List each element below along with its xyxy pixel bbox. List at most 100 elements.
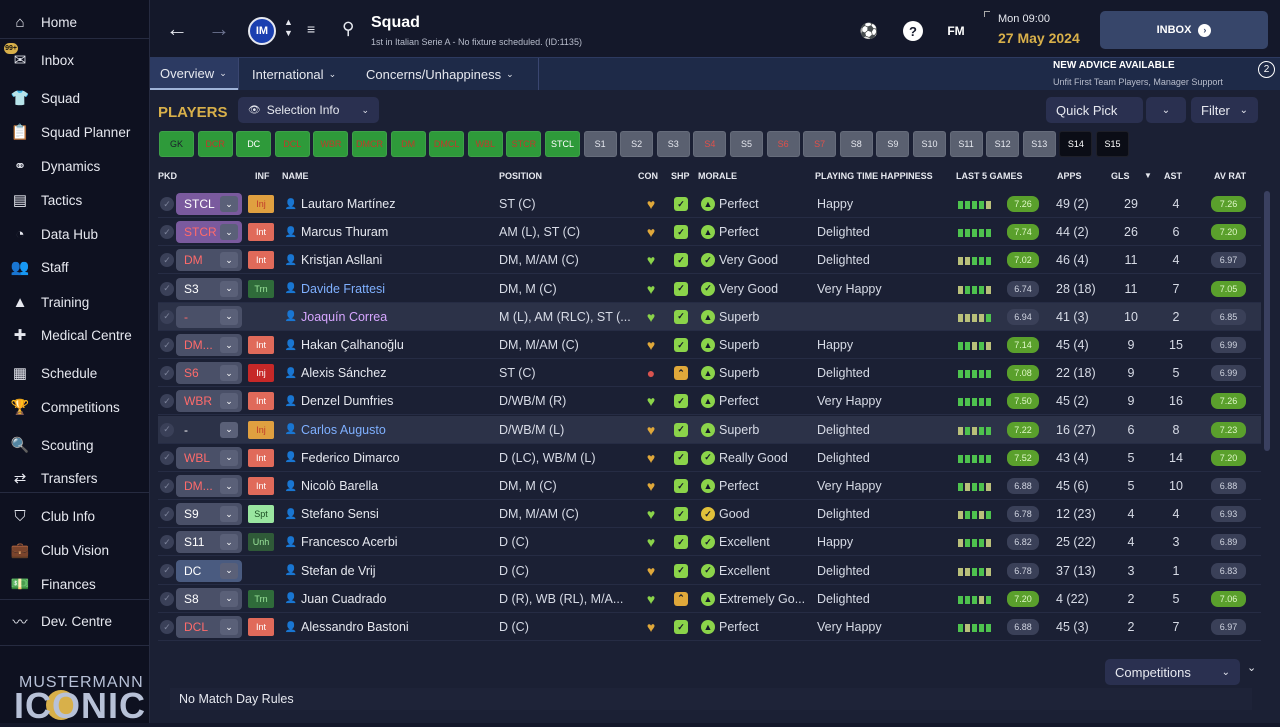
formation-slot-s15[interactable]: S15 [1096, 131, 1129, 157]
quick-pick-dropdown[interactable]: ⌄ [1146, 97, 1186, 123]
table-row[interactable]: ✓ S3 ⌄ Trn 👤 Davide Frattesi DM, M (C) ♥ ✓ ✓ Very … [158, 275, 1261, 303]
fm-logo[interactable]: FM [947, 24, 965, 38]
player-name[interactable]: Juan Cuadrado [301, 591, 387, 606]
table-row[interactable]: ✓ - ⌄ Inj 👤 Carlos Augusto D/WB/M (L) ♥ ✓ ▲ Superb… [158, 415, 1261, 444]
col-avrat[interactable]: AV RAT [1214, 171, 1247, 181]
col-gls[interactable]: GLS [1111, 171, 1130, 181]
table-row[interactable]: ✓ DCL ⌄ Int 👤 Alessandro Bastoni D (C) ♥ ✓ ▲ Perfe… [158, 613, 1261, 641]
picked-position-dropdown[interactable]: DM... ⌄ [176, 475, 242, 497]
col-name[interactable]: NAME [282, 171, 309, 181]
formation-slot-wbr[interactable]: WBR [313, 131, 349, 157]
sidebar-item-staff[interactable]: 👥 Staff [0, 252, 150, 282]
picked-position-dropdown[interactable]: S6 ⌄ [176, 362, 242, 385]
select-checkbox[interactable]: ✓ [160, 620, 174, 634]
search-icon[interactable]: ⚲ [342, 19, 355, 38]
info-badge[interactable]: Int [248, 448, 274, 467]
tab-international[interactable]: International ⌄ [242, 58, 346, 90]
select-checkbox[interactable]: ✓ [160, 563, 174, 578]
info-badge[interactable]: Int [248, 251, 274, 270]
player-name[interactable]: Nicolò Barella [301, 479, 379, 493]
picked-position-dropdown[interactable]: S8 ⌄ [176, 587, 242, 610]
table-row[interactable]: ✓ DM... ⌄ Int 👤 Hakan Çalhanoğlu DM, M/AM (C) ♥… [158, 331, 1261, 359]
inbox-button[interactable]: INBOX › [1100, 11, 1268, 49]
select-checkbox[interactable]: ✓ [160, 394, 174, 409]
info-badge[interactable]: Int [248, 618, 274, 636]
info-badge[interactable]: Inj [248, 364, 274, 383]
info-badge[interactable]: Int [248, 336, 274, 354]
player-name[interactable]: Davide Frattesi [301, 281, 386, 296]
col-shp[interactable]: SHP [671, 171, 690, 181]
picked-position-dropdown[interactable]: WBL ⌄ [176, 446, 242, 469]
col-inf[interactable]: INF [255, 171, 270, 181]
player-name[interactable]: Federico Dimarco [301, 450, 400, 465]
formation-slot-s14[interactable]: S14 [1059, 131, 1093, 157]
sidebar-item-inbox[interactable]: ✉ Inbox [0, 45, 150, 75]
football-icon[interactable]: ⚽ [859, 23, 879, 40]
picked-position-dropdown[interactable]: DM ⌄ [176, 249, 242, 272]
info-badge[interactable]: Int [248, 392, 274, 411]
sidebar-item-squad-planner[interactable]: 📋 Squad Planner [0, 117, 150, 147]
formation-slot-s5[interactable]: S5 [730, 131, 763, 157]
sidebar-item-training[interactable]: ▲ Training [0, 287, 150, 317]
tab-overview[interactable]: Overview ⌄ [150, 58, 238, 90]
sidebar-item-transfers[interactable]: ⇄ Transfers [0, 463, 150, 493]
table-row[interactable]: ✓ DM... ⌄ Int 👤 Nicolò Barella DM, M (C) ♥ ✓ ▲ Per… [158, 472, 1261, 500]
formation-slot-s3[interactable]: S3 [656, 131, 690, 157]
sidebar-item-finances[interactable]: 💵 Finances [0, 569, 150, 599]
picked-position-dropdown[interactable]: - ⌄ [176, 305, 242, 328]
player-name[interactable]: Stefano Sensi [301, 507, 379, 522]
formation-slot-gk[interactable]: GK [159, 131, 194, 157]
competitions-button[interactable]: Competitions ⌄ [1105, 659, 1240, 685]
help-icon[interactable]: ? [903, 21, 923, 41]
player-name[interactable]: Marcus Thuram [301, 225, 389, 240]
picked-position-dropdown[interactable]: DC ⌄ [176, 559, 242, 582]
formation-slot-s1[interactable]: S1 [583, 131, 617, 157]
select-checkbox[interactable]: ✓ [160, 225, 174, 240]
sidebar-item-home[interactable]: ⌂ Home [0, 7, 150, 37]
collapse-chevron-icon[interactable]: ⌄ [1247, 662, 1257, 674]
formation-slot-dmcr[interactable]: DMCR [352, 131, 387, 157]
formation-slot-s13[interactable]: S13 [1022, 131, 1056, 157]
col-position[interactable]: POSITION [499, 171, 543, 181]
back-arrow-icon[interactable]: ← [166, 16, 188, 41]
col-con[interactable]: CON [638, 171, 658, 181]
col-apps[interactable]: APPS [1057, 171, 1082, 181]
select-checkbox[interactable]: ✓ [160, 591, 174, 606]
table-scrollbar[interactable] [1264, 191, 1270, 451]
table-row[interactable]: ✓ STCR ⌄ Int 👤 Marcus Thuram AM (L), ST (C) ♥ ✓ ▲… [158, 218, 1261, 247]
table-row[interactable]: ✓ WBL ⌄ Int 👤 Federico Dimarco D (LC), WB/M (L… [158, 444, 1261, 472]
picked-position-dropdown[interactable]: S9 ⌄ [176, 503, 242, 526]
table-row[interactable]: ✓ - ⌄ 👤 Joaquín Correa M (L), AM (RLC), ST (.… [158, 302, 1261, 331]
club-crest[interactable]: IM [248, 17, 276, 45]
sidebar-item-club-info[interactable]: ⛉ Club Info [0, 501, 150, 531]
info-badge[interactable]: Spt [248, 505, 274, 524]
formation-slot-s7[interactable]: S7 [803, 131, 837, 157]
quick-pick-button[interactable]: Quick Pick [1046, 97, 1143, 123]
table-row[interactable]: ✓ S9 ⌄ Spt 👤 Stefano Sensi DM, M/AM (C) ♥ ✓ ✓ Good… [158, 500, 1261, 529]
formation-slot-dmcl[interactable]: DMCL [429, 131, 465, 157]
formation-slot-s6[interactable]: S6 [766, 131, 800, 157]
tab-concerns[interactable]: Concerns/Unhappiness ⌄ [356, 58, 524, 90]
selection-info-button[interactable]: 👁 Selection Info ⌄ [238, 97, 379, 123]
picked-position-dropdown[interactable]: DM... ⌄ [176, 334, 242, 356]
table-row[interactable]: ✓ S11 ⌄ Unh 👤 Francesco Acerbi D (C) ♥ ✓ ✓ Excelle… [158, 528, 1261, 557]
formation-slot-s4[interactable]: S4 [693, 131, 727, 157]
formation-slot-s2[interactable]: S2 [620, 131, 654, 157]
select-checkbox[interactable]: ✓ [160, 450, 174, 465]
formation-slot-stcl[interactable]: STCL [545, 131, 580, 157]
formation-slot-s11[interactable]: S11 [949, 131, 983, 157]
picked-position-dropdown[interactable]: WBR ⌄ [176, 390, 242, 413]
select-checkbox[interactable]: ✓ [160, 197, 174, 211]
sidebar-item-scouting[interactable]: 🔍 Scouting [0, 430, 150, 460]
formation-slot-wbl[interactable]: WBL [467, 131, 503, 157]
picked-position-dropdown[interactable]: - ⌄ [176, 418, 242, 441]
formation-slot-stcr[interactable]: STCR [506, 131, 542, 157]
player-name[interactable]: Stefan de Vrij [301, 563, 376, 578]
picked-position-dropdown[interactable]: STCR ⌄ [176, 221, 242, 244]
filter-button[interactable]: Filter ⌄ [1191, 97, 1258, 123]
club-switch-icon[interactable]: ▲ ▼ [284, 17, 293, 38]
player-name[interactable]: Joaquín Correa [301, 309, 388, 324]
select-checkbox[interactable]: ✓ [160, 281, 174, 296]
select-checkbox[interactable]: ✓ [160, 309, 174, 324]
select-checkbox[interactable]: ✓ [160, 366, 174, 381]
